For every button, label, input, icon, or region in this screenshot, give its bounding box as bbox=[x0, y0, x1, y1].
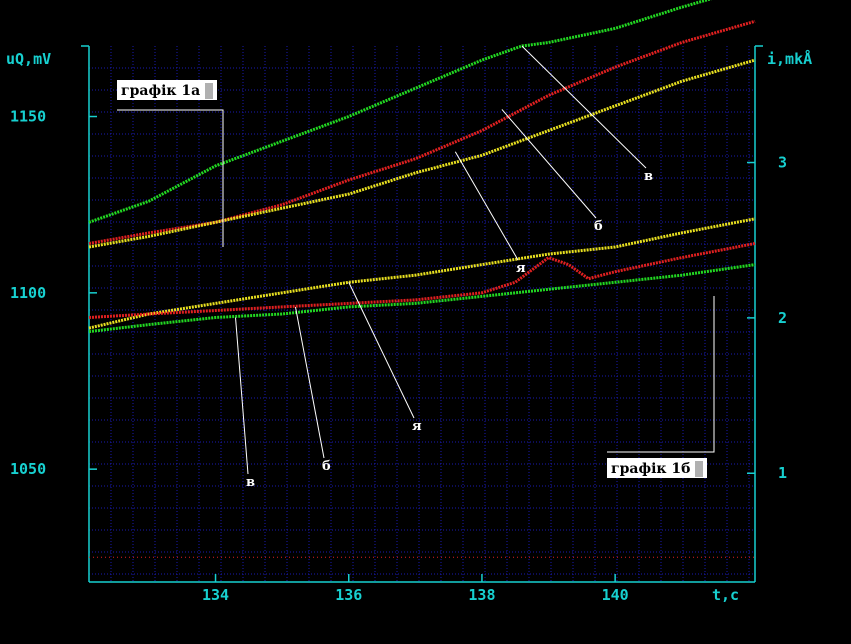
x-tick-label: 138 bbox=[468, 586, 495, 604]
annotation-leader-line bbox=[454, 151, 519, 261]
series-line-1a-yellow bbox=[88, 58, 756, 249]
y-tick-label-left: 1100 bbox=[10, 284, 46, 302]
y-axis-left-label: uQ,mV bbox=[6, 50, 51, 68]
x-axis-label: t,c bbox=[712, 586, 739, 604]
axes bbox=[81, 45, 763, 583]
annotation-label: я bbox=[516, 261, 526, 276]
legend-box-graph-1b: графік 1б bbox=[607, 458, 708, 478]
x-tick-label: 140 bbox=[602, 586, 629, 604]
annotation-label: в bbox=[644, 169, 653, 184]
series-line-1b-green bbox=[88, 263, 756, 334]
annotation-leaders: в б я в б я bbox=[117, 45, 715, 490]
legend-label-1b: графік 1б bbox=[611, 461, 691, 477]
annotation-label: б bbox=[594, 219, 603, 234]
y-tick-label-right: 1 bbox=[778, 464, 787, 482]
x-tick-label: 136 bbox=[335, 586, 362, 604]
y-tick-label-left: 1150 bbox=[10, 108, 46, 126]
tick-labels: 134 136 138 140 1050 1100 1150 1 2 3 bbox=[10, 108, 787, 604]
series-line-1b-red bbox=[88, 242, 756, 319]
legend-knob-icon bbox=[695, 461, 704, 477]
legend-1a-connector bbox=[117, 109, 224, 247]
annotation-leader-line bbox=[521, 45, 647, 169]
y-tick-label-right: 3 bbox=[778, 154, 787, 172]
y-tick-label-left: 1050 bbox=[10, 460, 46, 478]
series-line-1b-yellow bbox=[88, 217, 756, 330]
annotation-label: б bbox=[322, 459, 331, 474]
series-group bbox=[88, 0, 756, 558]
legend-1b-connector bbox=[607, 296, 715, 453]
y-tick-label-right: 2 bbox=[778, 309, 787, 327]
x-tick-label: 134 bbox=[202, 586, 229, 604]
annotation-leader-line bbox=[294, 306, 325, 459]
annotation-leader-line bbox=[501, 109, 597, 219]
legend-label-1a: графік 1а bbox=[121, 83, 201, 99]
annotation-leader-line bbox=[235, 317, 249, 475]
annotation-label: в bbox=[246, 475, 255, 490]
annotation-leader-line bbox=[348, 282, 415, 419]
series-line-1a-green bbox=[88, 0, 713, 224]
legend-knob-icon bbox=[205, 83, 214, 99]
annotation-label: я bbox=[412, 419, 422, 434]
legend-box-graph-1a: графік 1а bbox=[117, 80, 218, 100]
y-axis-right-label: i,mkÅ bbox=[767, 49, 812, 68]
